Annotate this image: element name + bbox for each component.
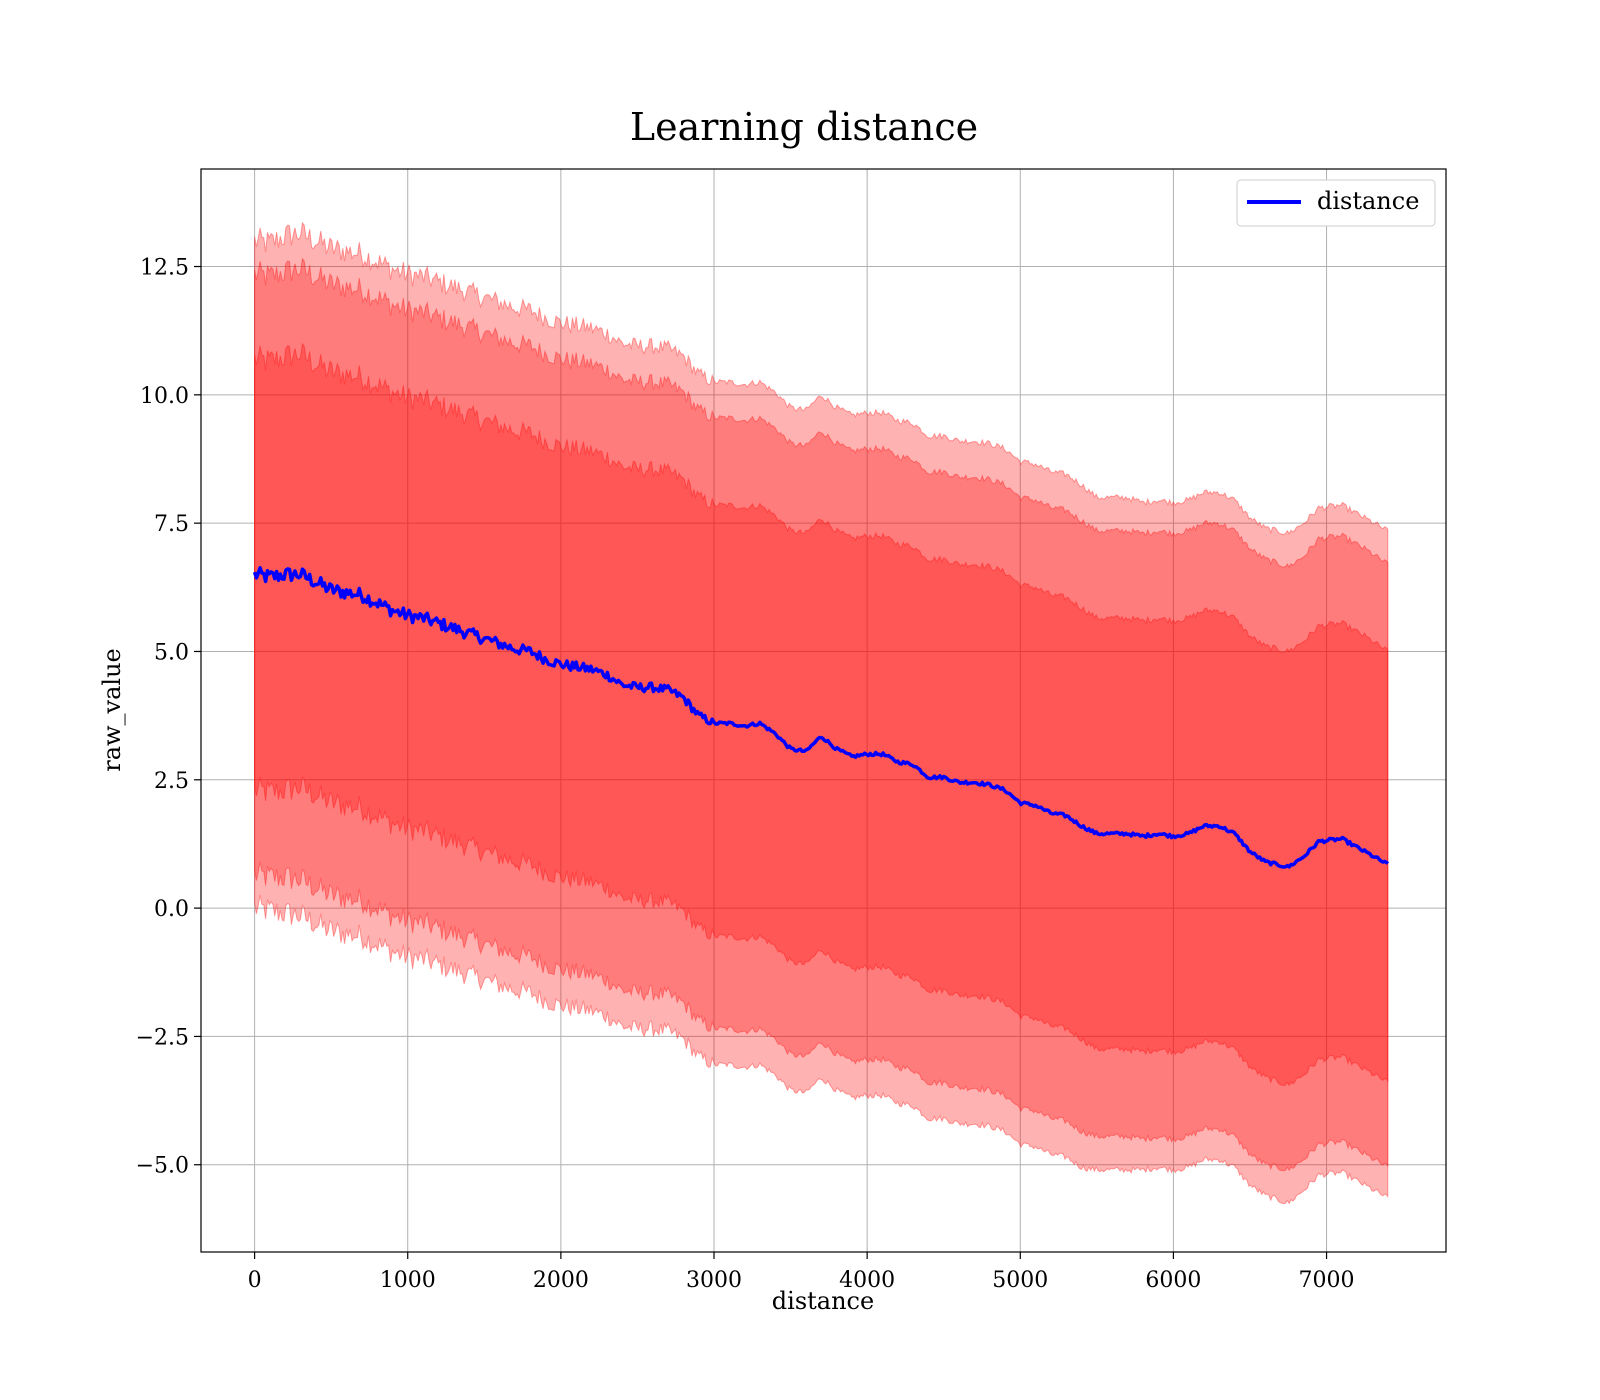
plot-area [201,169,1446,1252]
confidence-band-0 [254,221,1389,1205]
y-tick-label-2: 0.0 [154,897,189,922]
x-tick-label-4: 4000 [839,1268,895,1293]
grid-layer [201,169,1446,1252]
y-axis-ticks: −5.0 −2.5 0.0 2.5 5.0 7.5 10.0 12.5 [136,256,201,1179]
confidence-band-2 [254,342,1389,1087]
x-tick-label-3: 3000 [686,1268,742,1293]
x-axis-ticks: 0 1000 2000 3000 4000 5000 6000 7000 [248,1252,1355,1293]
y-tick-label-3: 2.5 [154,769,189,794]
x-tick-label-1: 1000 [380,1268,436,1293]
y-tick-label-5: 7.5 [154,512,189,537]
legend-box [1236,179,1436,227]
plot-frame [200,168,1447,1253]
series-layer [252,566,1390,869]
x-tick-label-0: 0 [248,1268,262,1293]
x-tick-label-6: 6000 [1145,1268,1201,1293]
y-axis-label: raw_value [98,648,126,772]
x-tick-label-7: 7000 [1299,1268,1355,1293]
legend-label-distance: distance [1317,187,1419,215]
series-line-distance [252,566,1390,869]
chart-title: Learning distance [630,105,978,149]
y-tick-label-6: 10.0 [140,384,189,409]
confidence-bands [254,221,1389,1205]
y-tick-label-7: 12.5 [140,256,189,281]
y-tick-label-0: −5.0 [136,1154,189,1179]
legend: distance [1236,179,1436,227]
y-tick-label-1: −2.5 [136,1025,189,1050]
y-tick-label-4: 5.0 [154,640,189,665]
x-axis-label: distance [772,1287,874,1315]
confidence-band-1 [254,257,1389,1172]
x-tick-label-5: 5000 [992,1268,1048,1293]
x-tick-label-2: 2000 [533,1268,589,1293]
